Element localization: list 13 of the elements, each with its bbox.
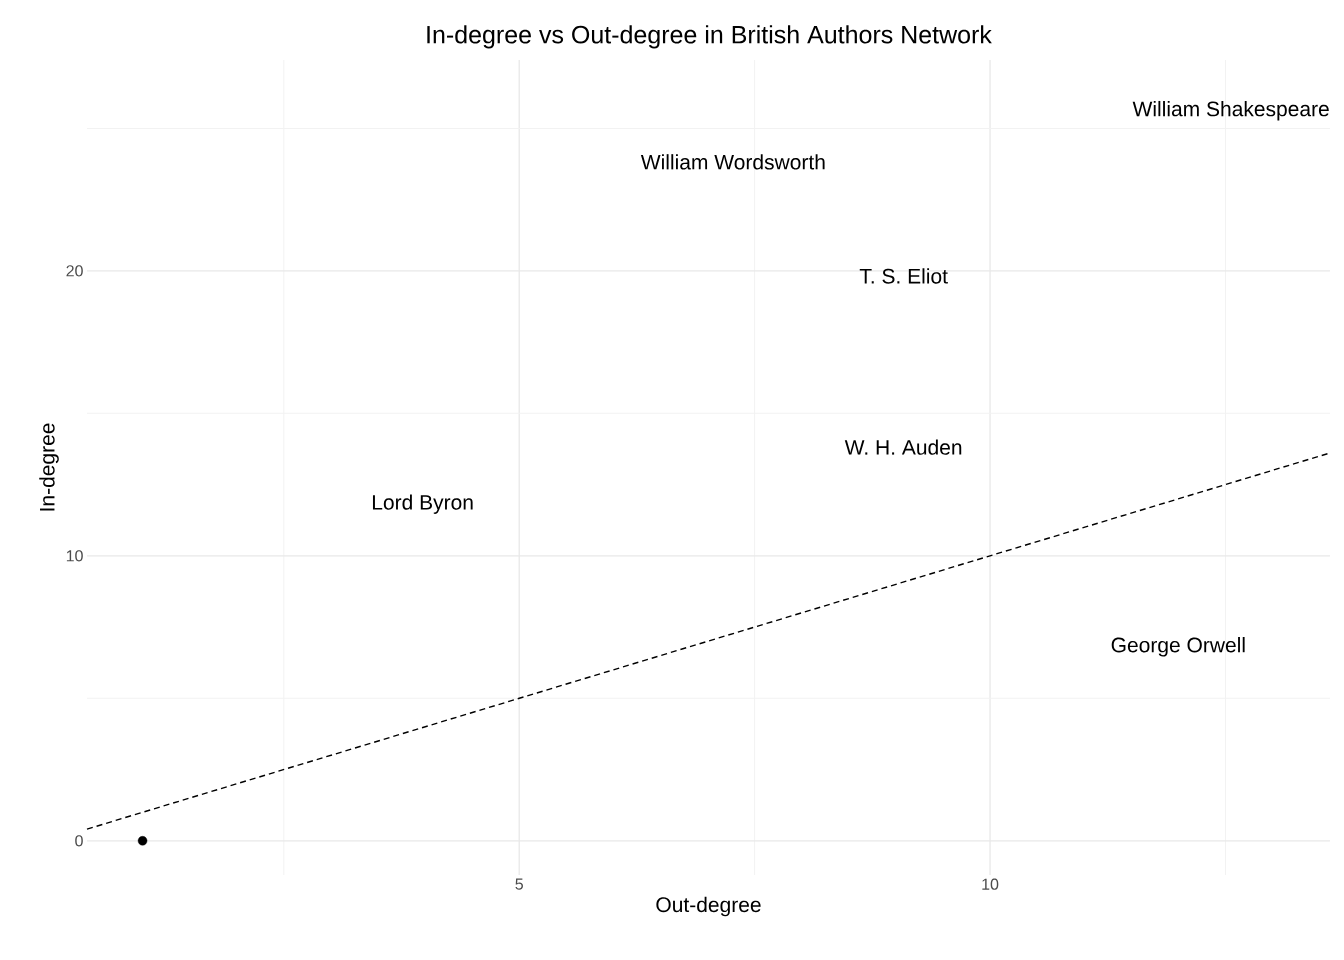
x-axis-title: Out-degree	[656, 896, 761, 917]
y-axis-title: In-degree	[39, 423, 59, 511]
x-tick-label: 5	[515, 878, 523, 890]
chart-title: In-degree vs Out-degree in British Authors Network	[427, 25, 992, 49]
y-tick-label: 0	[75, 835, 83, 847]
y-tick-label: 20	[66, 265, 83, 277]
annotation: George Orwell	[1111, 637, 1245, 657]
annotation: T. S. Eliot	[859, 268, 948, 284]
annotation: Lord Byron	[372, 494, 473, 514]
annotation: William Wordsworth	[640, 154, 825, 170]
y-tick-label: 10	[66, 550, 83, 562]
annotation: W. H. Auden	[844, 439, 962, 455]
annotation: William Shakespeare	[1132, 100, 1329, 121]
